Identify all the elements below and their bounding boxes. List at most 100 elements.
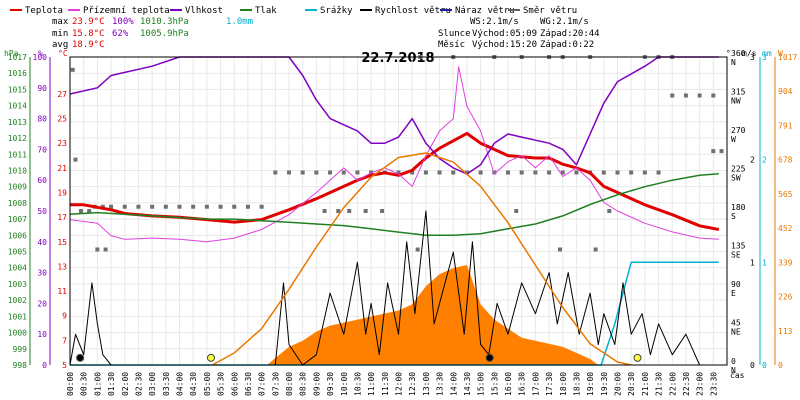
axis-header-ms: m/s	[742, 49, 757, 58]
wind-dir-point	[601, 170, 606, 175]
tick-time: 07:00	[258, 372, 267, 396]
stats-avg-label: avg	[52, 40, 68, 50]
tick-time: 22:30	[682, 372, 691, 396]
tick-time: 12:00	[395, 372, 404, 396]
tick-wind-speed: 0	[750, 361, 755, 370]
tick-time: 10:00	[340, 372, 349, 396]
legend-label-3: Tlak	[255, 6, 277, 16]
stats-max-rain: 1.0mm	[226, 17, 253, 27]
tick-time: 01:30	[107, 372, 116, 396]
info-moonset: Západ:0:22	[540, 40, 594, 50]
wind-dir-point	[593, 247, 598, 252]
tick-pressure: 1003	[8, 280, 27, 289]
tick-time: 19:30	[600, 372, 609, 396]
tick-solar: 226	[778, 293, 793, 302]
wind-dir-point	[558, 247, 563, 252]
series-p-zemn-teplota	[69, 66, 719, 243]
wind-dir-point	[423, 170, 428, 175]
legend-label-4: Srážky	[320, 6, 353, 16]
wind-dir-point	[259, 204, 264, 209]
tick-temperature: 23	[57, 139, 67, 148]
tick-pressure: 1009	[8, 183, 27, 192]
tick-temperature: 27	[57, 90, 67, 99]
wind-dir-point	[328, 170, 333, 175]
tick-humidity: 20	[37, 299, 47, 308]
tick-time: 10:30	[353, 372, 362, 396]
tick-time: 13:30	[436, 372, 445, 396]
tick-wind-dir-name: NE	[731, 328, 741, 337]
series-teplota	[70, 131, 720, 231]
tick-pressure: 1004	[8, 264, 27, 273]
tick-time: 20:00	[614, 372, 623, 396]
tick-rain: 0	[762, 361, 767, 370]
axis-header-deg: °	[726, 49, 731, 58]
tick-wind-dir: 315	[731, 88, 746, 97]
wind-dir-point	[629, 170, 634, 175]
wind-dir-point	[314, 170, 319, 175]
tick-humidity: 100	[33, 53, 48, 62]
tick-time: 09:00	[312, 372, 321, 396]
tick-pressure: 1008	[8, 199, 27, 208]
tick-wind-dir-name: SW	[731, 174, 741, 183]
tick-time: 09:30	[326, 372, 335, 396]
legend-label-7: Směr větru	[523, 6, 577, 16]
tick-temperature: 5	[62, 361, 67, 370]
tick-pressure: 999	[13, 345, 28, 354]
tick-humidity: 60	[37, 176, 47, 185]
axis-header-w: W	[778, 49, 783, 58]
axis-header-hpa: hPa	[4, 49, 19, 58]
wind-dir-point	[670, 93, 675, 98]
tick-time: 07:30	[271, 372, 280, 396]
series-solar	[211, 152, 632, 366]
info-wg: WG:2.1m/s	[540, 17, 589, 27]
tick-wind-dir: 135	[731, 242, 746, 251]
series-vlhkost	[69, 56, 719, 175]
stats-min-temp: 15.8°C	[72, 29, 105, 39]
legend-label-1: Přízemní teplota	[83, 6, 170, 16]
tick-pressure: 1000	[8, 329, 27, 338]
marker-sunrise	[206, 353, 215, 362]
wind-dir-point	[150, 204, 155, 209]
wind-dir-point	[519, 170, 524, 175]
tick-time: 11:00	[367, 372, 376, 396]
tick-wind-dir: 90	[731, 280, 741, 289]
tick-pressure: 1017	[8, 53, 27, 62]
tick-humidity: 80	[37, 115, 47, 124]
wind-dir-point	[218, 204, 223, 209]
tick-wind-dir-name: E	[731, 289, 736, 298]
wind-dir-point	[533, 170, 538, 175]
stats-max-hum: 100%	[112, 17, 134, 27]
stats-max-temp: 23.9°C	[72, 17, 105, 27]
tick-pressure: 1010	[8, 166, 27, 175]
tick-time: 02:30	[134, 372, 143, 396]
stats-min-label: min	[52, 29, 68, 39]
tick-time: 06:30	[244, 372, 253, 396]
tick-pressure: 1002	[8, 296, 27, 305]
tick-wind-speed: 2	[750, 156, 755, 165]
legend: Teplota Přízemní teplota Vlhkost Tlak Srážky…	[10, 6, 577, 16]
tick-temperature: 19	[57, 189, 67, 198]
tick-solar: 0	[778, 361, 783, 370]
tick-solar: 904	[778, 87, 793, 96]
tick-solar: 565	[778, 190, 793, 199]
tick-time: 11:30	[381, 372, 390, 396]
wind-dir-point	[70, 67, 75, 72]
tick-wind-dir-name: SE	[731, 251, 741, 260]
wind-dir-point	[109, 204, 114, 209]
marker-moonset	[76, 353, 85, 362]
plot-frame	[69, 56, 728, 366]
wind-dir-point	[322, 209, 327, 213]
tick-temperature: 9	[62, 312, 67, 321]
tick-wind-dir: 45	[731, 319, 741, 328]
tick-humidity: 40	[37, 238, 47, 247]
wind-dir-point	[273, 170, 278, 175]
legend-label-2: Vlhkost	[185, 6, 223, 16]
info-sun-label: Slunce	[438, 29, 471, 39]
tick-wind-dir-name: N	[731, 366, 736, 375]
wind-dir-point	[642, 170, 647, 175]
tick-pressure: 998	[13, 361, 28, 370]
tick-humidity: 30	[37, 269, 47, 278]
tick-time: 15:30	[490, 372, 499, 396]
tick-wind-dir: 0	[731, 357, 736, 366]
wind-dir-point	[697, 93, 702, 98]
